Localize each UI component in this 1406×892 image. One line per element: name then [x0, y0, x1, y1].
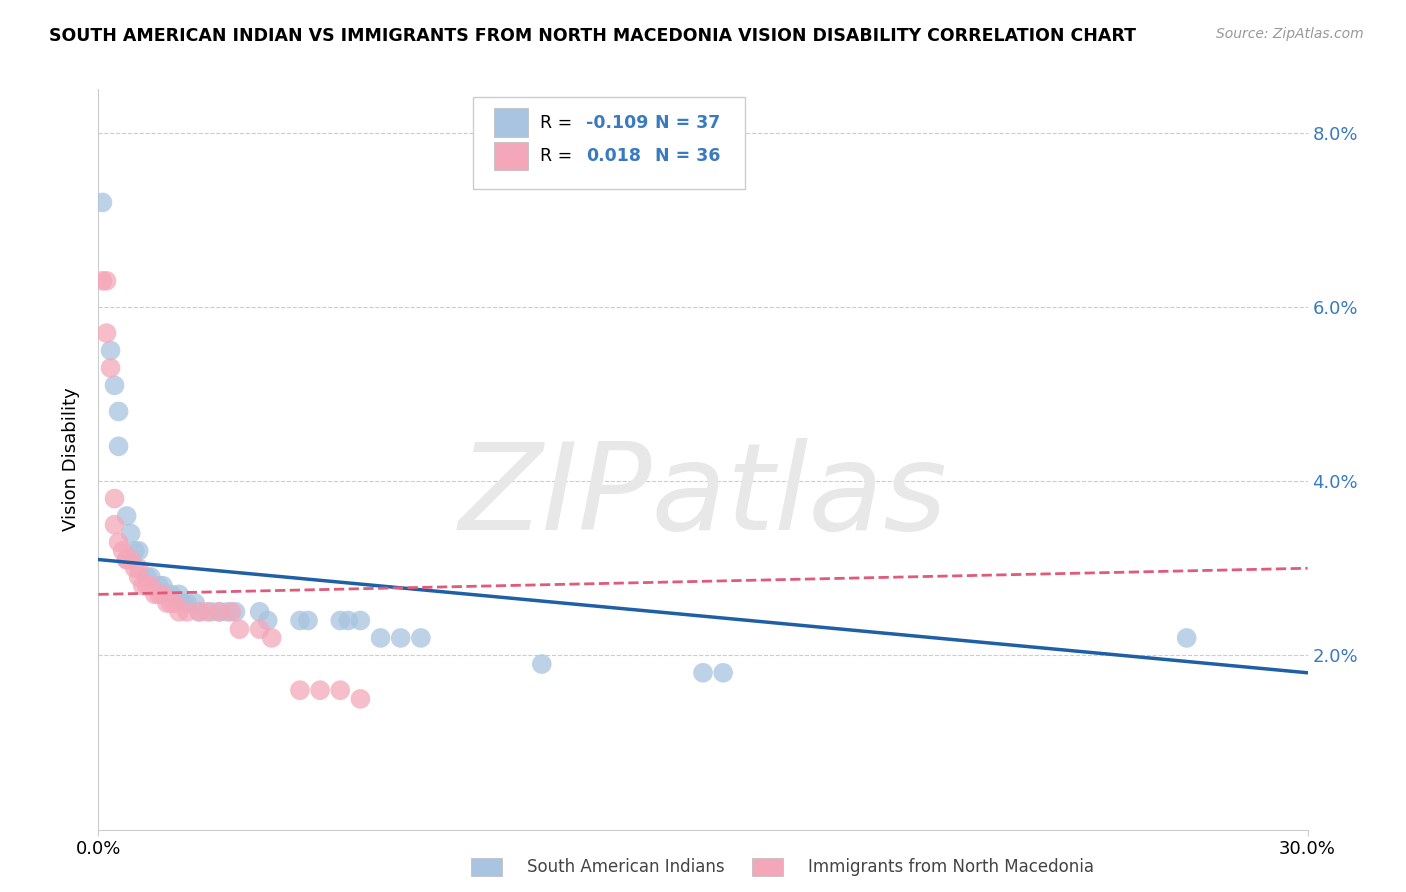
Text: South American Indians: South American Indians [527, 858, 725, 876]
Point [115, 508, 138, 523]
Point [249, 605, 271, 619]
Point [184, 596, 207, 610]
Point [370, 631, 392, 645]
Point [208, 605, 231, 619]
Y-axis label: Vision Disability: Vision Disability [62, 387, 80, 532]
Point [107, 404, 129, 418]
Point [139, 570, 162, 584]
Point [135, 579, 157, 593]
Point [176, 605, 198, 619]
Bar [494, 109, 527, 136]
Point [692, 665, 714, 680]
Point [124, 561, 146, 575]
Text: Source: ZipAtlas.com: Source: ZipAtlas.com [1216, 27, 1364, 41]
Point [148, 587, 170, 601]
Point [217, 605, 239, 619]
Point [256, 614, 278, 628]
Point [167, 605, 190, 619]
Point [337, 614, 360, 628]
Point [96, 274, 118, 288]
Point [329, 614, 352, 628]
Text: Immigrants from North Macedonia: Immigrants from North Macedonia [808, 858, 1094, 876]
Point [163, 596, 186, 610]
Point [200, 605, 222, 619]
Point [1175, 631, 1198, 645]
Point [188, 605, 211, 619]
Point [115, 552, 138, 566]
Point [188, 605, 211, 619]
Point [172, 596, 194, 610]
Point [176, 596, 198, 610]
Point [139, 579, 162, 593]
Text: R =: R = [540, 147, 578, 165]
Point [409, 631, 432, 645]
Point [530, 657, 553, 671]
Point [167, 587, 190, 601]
Point [120, 526, 142, 541]
Point [135, 570, 157, 584]
Point [128, 561, 150, 575]
Point [100, 343, 122, 358]
Text: SOUTH AMERICAN INDIAN VS IMMIGRANTS FROM NORTH MACEDONIA VISION DISABILITY CORRE: SOUTH AMERICAN INDIAN VS IMMIGRANTS FROM… [49, 27, 1136, 45]
Bar [494, 142, 527, 169]
Point [228, 622, 250, 636]
Text: R =: R = [540, 113, 578, 131]
Point [143, 587, 166, 601]
Point [128, 570, 150, 584]
Point [107, 439, 129, 453]
Point [349, 614, 371, 628]
Point [711, 665, 734, 680]
Text: N = 37: N = 37 [655, 113, 720, 131]
Point [329, 683, 352, 698]
Text: -0.109: -0.109 [586, 113, 648, 131]
Point [156, 596, 179, 610]
Point [91, 274, 114, 288]
Point [124, 544, 146, 558]
Text: ZIPatlas: ZIPatlas [458, 438, 948, 555]
Point [152, 587, 174, 601]
Point [221, 605, 243, 619]
Text: 0.018: 0.018 [586, 147, 641, 165]
Point [107, 535, 129, 549]
Point [195, 605, 218, 619]
Point [111, 544, 134, 558]
Point [132, 579, 155, 593]
Point [208, 605, 231, 619]
Point [100, 360, 122, 375]
Point [224, 605, 246, 619]
FancyBboxPatch shape [474, 96, 745, 189]
Point [288, 683, 311, 698]
Point [91, 195, 114, 210]
Text: N = 36: N = 36 [655, 147, 720, 165]
Point [288, 614, 311, 628]
Point [152, 579, 174, 593]
Point [349, 692, 371, 706]
Point [160, 596, 183, 610]
Point [260, 631, 283, 645]
Point [389, 631, 412, 645]
Point [120, 552, 142, 566]
Point [249, 622, 271, 636]
Point [297, 614, 319, 628]
Point [115, 552, 138, 566]
Point [103, 491, 125, 506]
Point [103, 517, 125, 532]
Point [309, 683, 332, 698]
Point [160, 587, 183, 601]
Point [128, 544, 150, 558]
Point [103, 378, 125, 392]
Point [148, 579, 170, 593]
Point [96, 326, 118, 340]
